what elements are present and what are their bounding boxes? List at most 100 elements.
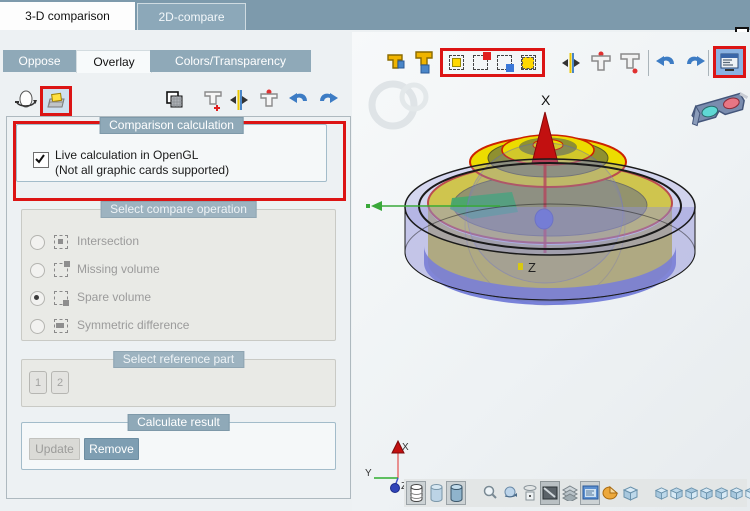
- spare-volume-label: Spare volume: [77, 290, 152, 304]
- clamp-bottom-button[interactable]: [617, 49, 643, 77]
- viewport-undo-button[interactable]: [654, 53, 678, 73]
- tab-oppose-label: Oppose: [18, 54, 61, 68]
- missing-volume-radio[interactable]: [30, 263, 45, 278]
- rotate-sphere-icon: [504, 486, 517, 498]
- tab-colors-transparency[interactable]: Colors/Transparency: [150, 50, 311, 72]
- update-button[interactable]: Update: [29, 438, 80, 460]
- missing-volume-toolbar-button[interactable]: [473, 52, 491, 70]
- cylinder-wireframe-icon: [410, 484, 422, 502]
- intersection-radio[interactable]: [30, 235, 45, 250]
- render-window-button[interactable]: [580, 481, 600, 505]
- x-axis-label: X: [541, 92, 551, 108]
- reference-part-1-button[interactable]: 1: [29, 371, 47, 394]
- overlay-panel: [6, 116, 351, 499]
- cube-view-2-button[interactable]: [669, 481, 684, 505]
- render-settings-button[interactable]: [713, 46, 746, 78]
- tab-overlay-label: Overlay: [93, 55, 135, 69]
- rotate-sphere-button[interactable]: [500, 481, 520, 505]
- reference-part-2-button[interactable]: 2: [51, 371, 69, 394]
- compare-operation-toolbar-highlight: [440, 48, 545, 77]
- calculate-result-title: Calculate result: [127, 414, 230, 431]
- rotate-part-button[interactable]: [13, 88, 41, 114]
- remove-button[interactable]: Remove: [84, 438, 139, 460]
- redo-icon: [319, 93, 338, 103]
- reference-part-2-label: 2: [56, 376, 64, 389]
- clamp-top-button[interactable]: [588, 49, 614, 77]
- turntable-button[interactable]: [520, 481, 540, 505]
- tab-2d-compare[interactable]: 2D-compare: [137, 3, 246, 30]
- align-center-viewport-icon: [562, 53, 580, 73]
- intersection-toolbar-button[interactable]: [449, 55, 464, 70]
- pin-yellow-icon: [387, 54, 405, 69]
- cube-view-1-button[interactable]: [654, 481, 669, 505]
- zoom-button[interactable]: [480, 481, 500, 505]
- main-tab-bar: 3-D comparison 2D-compare: [0, 0, 750, 30]
- comparison-calculation-group: Comparison calculation Live calculation …: [16, 117, 327, 182]
- clamp-bottom-icon: [620, 53, 640, 74]
- tab-colors-transparency-label: Colors/Transparency: [175, 54, 286, 68]
- viewport-undo-icon: [656, 56, 675, 66]
- tab-3d-comparison[interactable]: 3-D comparison: [0, 2, 135, 30]
- pin-yellow-blue-icon: [415, 51, 433, 74]
- select-compare-operation-frame: [21, 209, 336, 341]
- clamp-marker-button[interactable]: [257, 87, 281, 113]
- tab-2d-compare-label: 2D-compare: [158, 10, 225, 24]
- clamp-top-icon: [591, 51, 611, 71]
- pin-yellow-button[interactable]: [384, 51, 408, 77]
- reference-part-1-label: 1: [34, 376, 42, 389]
- symmetric-difference-icon: [54, 319, 68, 333]
- clamp-add-icon: [204, 91, 222, 111]
- select-reference-part-group: Select reference part 1 2: [21, 351, 336, 407]
- update-button-label: Update: [35, 442, 74, 456]
- select-reference-part-title: Select reference part: [112, 351, 245, 368]
- toolbar-separator: [708, 50, 709, 76]
- spare-volume-radio[interactable]: [30, 291, 45, 306]
- live-calculation-checkbox[interactable]: [33, 152, 49, 168]
- cube-view-4-button[interactable]: [699, 481, 714, 505]
- 3d-model-scene: Z X X Y Z: [365, 80, 696, 493]
- cube-view-7-button[interactable]: [744, 481, 750, 505]
- overlay-parts-button[interactable]: [40, 86, 72, 116]
- section-wedge-button[interactable]: [600, 481, 620, 505]
- spare-volume-toolbar-button[interactable]: [497, 55, 514, 72]
- cylinder-translucent-button[interactable]: [426, 481, 446, 505]
- undo-button[interactable]: [287, 90, 311, 110]
- view-mode-toolbar: [404, 479, 750, 507]
- cube-view-3-icon: [685, 486, 698, 500]
- cube-view-6-button[interactable]: [729, 481, 744, 505]
- comparison-calculation-title: Comparison calculation: [99, 117, 244, 134]
- cube-iso-button[interactable]: [620, 481, 640, 505]
- align-center-viewport-button[interactable]: [560, 51, 582, 75]
- option-symmetric-difference: Symmetric difference: [21, 313, 336, 339]
- anaglyph-glasses-icon[interactable]: [688, 86, 750, 136]
- cylinder-wireframe-button[interactable]: [406, 481, 426, 505]
- cube-view-3-button[interactable]: [684, 481, 699, 505]
- symmetric-difference-toolbar-button[interactable]: [521, 55, 536, 70]
- overlapping-squares-icon: [166, 91, 183, 108]
- redo-button[interactable]: [316, 90, 340, 110]
- rotate-part-icon: [15, 90, 37, 108]
- clip-plane-button[interactable]: [540, 481, 560, 505]
- toolbar-separator: [648, 50, 649, 76]
- watermark-circle: [368, 80, 418, 130]
- clamp-add-button[interactable]: [201, 87, 225, 113]
- layers-button[interactable]: [560, 481, 580, 505]
- y-axis-arrow: [366, 201, 500, 211]
- cube-view-5-button[interactable]: [714, 481, 729, 505]
- tab-overlay[interactable]: Overlay: [76, 50, 152, 73]
- cube-view-1-icon: [655, 486, 668, 500]
- cylinder-shaded-button[interactable]: [446, 481, 466, 505]
- symmetric-difference-radio[interactable]: [30, 319, 45, 334]
- cube-view-6-icon: [730, 486, 743, 500]
- overlapping-squares-button[interactable]: [164, 89, 186, 111]
- calculate-result-group: Calculate result Update Remove: [21, 414, 336, 470]
- pin-yellow-blue-button[interactable]: [412, 49, 436, 77]
- tab-oppose[interactable]: Oppose: [3, 50, 76, 72]
- viewport-redo-button[interactable]: [683, 53, 707, 73]
- live-calculation-label-line2: (Not all graphic cards supported): [55, 163, 230, 177]
- align-center-button[interactable]: [228, 88, 250, 112]
- triad-y-label: Y: [365, 468, 372, 479]
- select-compare-operation-group: Select compare operation Intersection Mi…: [21, 201, 336, 341]
- cylinder-shaded-icon: [450, 484, 462, 502]
